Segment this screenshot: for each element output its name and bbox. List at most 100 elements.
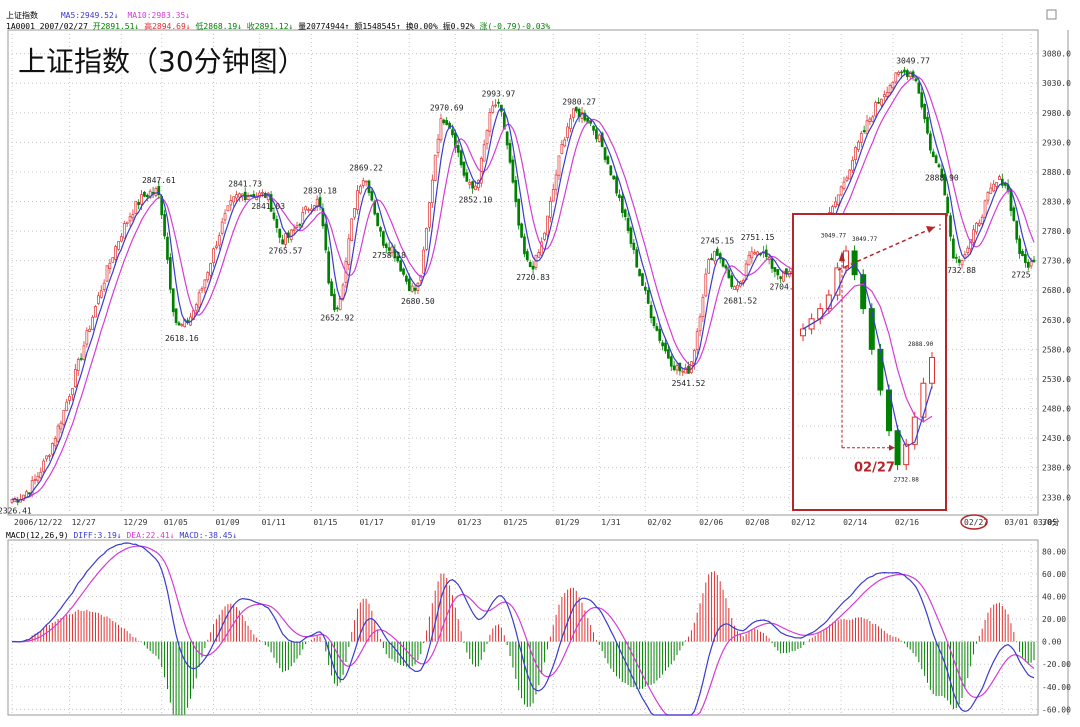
candle-body — [356, 190, 359, 211]
candle-body — [382, 231, 385, 246]
candle-body — [494, 104, 498, 107]
candle-body — [468, 182, 472, 185]
panel-menu-icon[interactable] — [1046, 9, 1057, 20]
candle-body — [540, 241, 544, 256]
macd-histogram — [14, 571, 1035, 715]
chart-title: 上证指数（30分钟图） — [18, 45, 306, 78]
candle-body — [977, 222, 981, 226]
candle-body — [76, 359, 80, 371]
candle-body — [779, 276, 783, 279]
time-tick-label: 01/15 — [313, 518, 337, 527]
candle-body — [419, 274, 423, 281]
candle-body — [48, 454, 51, 457]
candle-body — [851, 159, 854, 171]
candle-body — [629, 227, 633, 244]
candle-body — [983, 200, 987, 218]
candle-body — [209, 263, 212, 276]
low-readout: 低2868.19↓ — [195, 22, 242, 31]
candle-body — [917, 82, 921, 94]
price-tick-label: 2730.0 — [1042, 257, 1071, 266]
candle-body — [157, 186, 161, 195]
time-tick-label: 02/27 — [964, 518, 988, 527]
price-tick-label: 2930.0 — [1042, 138, 1071, 147]
candle-body — [238, 193, 241, 198]
time-tick-label: 01/29 — [555, 518, 579, 527]
price-tick-label: 2630.0 — [1042, 316, 1071, 325]
candle-body — [957, 259, 961, 263]
price-label: 2830.18 — [303, 186, 337, 195]
price-tick-label: 2780.0 — [1042, 227, 1071, 236]
candle-body — [721, 257, 725, 267]
candle-body — [525, 251, 529, 261]
candle-body — [897, 71, 901, 75]
price-label: 2326.41 — [0, 506, 32, 515]
candle-body — [105, 265, 109, 282]
candle-body — [71, 388, 74, 396]
price-tick-label: 3080.0 — [1042, 50, 1071, 59]
candle-body — [554, 174, 558, 190]
candle-body — [347, 238, 351, 265]
candle-body — [862, 130, 866, 133]
macd-tick-label: 0.00 — [1042, 638, 1061, 647]
candle-body — [125, 221, 129, 224]
price-label: 2618.16 — [165, 334, 199, 343]
candle-body — [298, 224, 302, 226]
ma5-line — [11, 72, 1035, 501]
candle-body — [451, 129, 454, 136]
candle-body — [197, 292, 201, 308]
candle-body — [474, 185, 477, 191]
candle-body — [563, 139, 567, 147]
candle-body — [235, 194, 238, 199]
candle-body — [229, 200, 233, 206]
candle-body — [220, 221, 224, 234]
candle-body — [379, 227, 382, 232]
dea-readout: DEA:22.41↓ — [126, 531, 175, 540]
candle-body — [600, 132, 604, 148]
link-arrowhead — [926, 226, 935, 233]
candle-body — [698, 316, 702, 332]
candle-body — [750, 251, 754, 259]
time-tick-label: 01/25 — [503, 518, 527, 527]
candle-body — [635, 249, 639, 268]
candle-body — [151, 191, 155, 194]
candle-body — [514, 180, 518, 203]
price-label: 2732.88 — [942, 266, 976, 275]
inset-candle-body — [851, 250, 858, 276]
candle-body — [923, 103, 926, 120]
candle-body — [531, 265, 535, 270]
macd-tick-label: 80.00 — [1042, 547, 1066, 556]
candle-body — [117, 241, 120, 250]
time-tick-label: 02/16 — [895, 518, 919, 527]
price-label: 2888.90 — [925, 174, 959, 183]
candle-body — [520, 223, 523, 238]
macd-tick-label: -40.00 — [1042, 683, 1071, 692]
candle-body — [595, 129, 598, 140]
candle-body — [551, 188, 555, 202]
candle-body — [612, 175, 616, 180]
time-tick-label: 12/29 — [123, 518, 147, 527]
candle-body — [148, 190, 152, 198]
candle-body — [212, 248, 215, 263]
candle-body — [102, 282, 106, 290]
candle-body — [695, 331, 699, 350]
ma10-readout: MA10:2983.35↓ — [127, 11, 191, 20]
candle-body — [436, 138, 440, 154]
candle-body — [1026, 261, 1030, 268]
candle-body — [989, 187, 993, 194]
macd-tick-label: -60.00 — [1042, 705, 1071, 714]
candle-body — [839, 186, 843, 196]
candle-body — [891, 82, 895, 89]
candle-body — [246, 196, 250, 200]
inset-candle-body — [903, 443, 910, 466]
inset-right-arrow — [889, 444, 895, 451]
dea-line — [12, 545, 1035, 716]
price-label: 2720.83 — [516, 273, 550, 282]
candle-body — [456, 145, 460, 153]
candle-body — [25, 491, 28, 498]
candle-body — [609, 165, 613, 176]
candle-body — [384, 243, 388, 248]
price-tick-label: 2980.0 — [1042, 109, 1071, 118]
candle-body — [1000, 178, 1004, 186]
candle-body — [485, 130, 489, 145]
ma10-line — [11, 75, 1035, 501]
